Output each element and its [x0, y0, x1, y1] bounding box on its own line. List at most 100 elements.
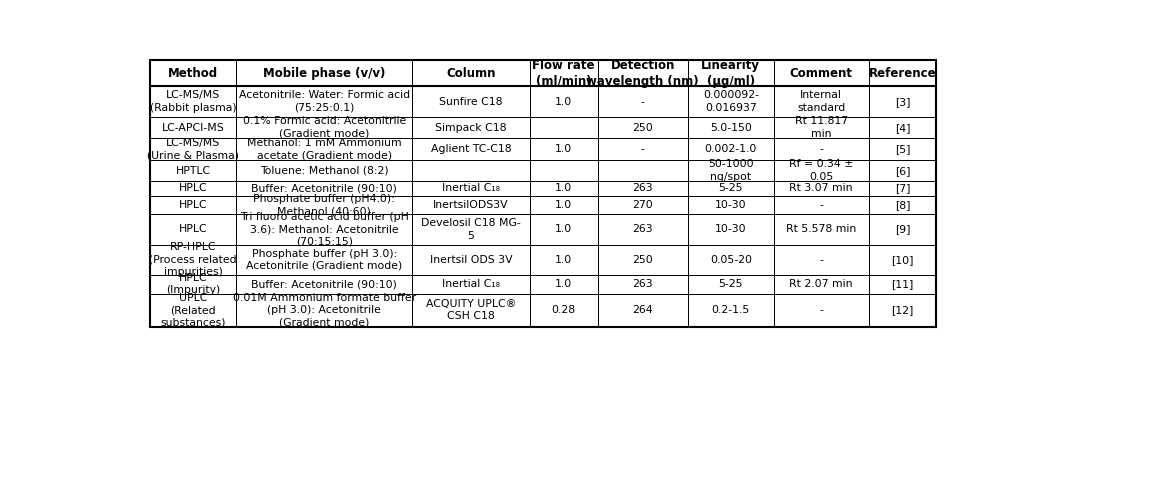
Bar: [688, 160, 774, 181]
Text: Reference: Reference: [869, 67, 936, 80]
Bar: [413, 196, 529, 214]
Text: 1.0: 1.0: [555, 255, 573, 265]
Text: Inertial C₁₈: Inertial C₁₈: [442, 279, 500, 289]
Bar: [774, 214, 869, 244]
Text: LC-APCI-MS: LC-APCI-MS: [162, 122, 225, 133]
Text: 1.0: 1.0: [555, 224, 573, 234]
Text: 0.000092-
0.016937: 0.000092- 0.016937: [703, 91, 759, 113]
Text: 263: 263: [632, 184, 653, 193]
Text: Sunfire C18: Sunfire C18: [440, 96, 503, 107]
Bar: [869, 181, 936, 196]
Text: Comment: Comment: [789, 67, 852, 80]
Text: 0.05-20: 0.05-20: [710, 255, 752, 265]
Bar: [150, 160, 236, 181]
Text: [11]: [11]: [891, 279, 914, 289]
Bar: [236, 294, 413, 327]
Bar: [413, 181, 529, 196]
Bar: [688, 244, 774, 275]
Bar: [774, 275, 869, 294]
Bar: [150, 275, 236, 294]
Bar: [598, 244, 688, 275]
Bar: [598, 275, 688, 294]
Text: HPLC: HPLC: [178, 184, 208, 193]
Bar: [150, 196, 236, 214]
Text: Mobile phase (v/v): Mobile phase (v/v): [264, 67, 386, 80]
Bar: [869, 275, 936, 294]
Bar: [869, 196, 936, 214]
Bar: [529, 138, 598, 160]
Text: [12]: [12]: [891, 305, 914, 315]
Text: [8]: [8]: [894, 200, 911, 210]
Text: Flow rate
(ml/min): Flow rate (ml/min): [533, 58, 595, 88]
Bar: [869, 138, 936, 160]
Text: -: -: [820, 200, 823, 210]
Text: [3]: [3]: [894, 96, 911, 107]
Bar: [236, 117, 413, 138]
Text: Buffer: Acetonitrile (90:10): Buffer: Acetonitrile (90:10): [252, 279, 398, 289]
Bar: [150, 214, 236, 244]
Bar: [150, 244, 236, 275]
Bar: [598, 86, 688, 117]
Bar: [774, 181, 869, 196]
Bar: [598, 160, 688, 181]
Text: LC-MS/MS
(Rabbit plasma): LC-MS/MS (Rabbit plasma): [150, 91, 237, 113]
Bar: [869, 244, 936, 275]
Text: [9]: [9]: [894, 224, 911, 234]
Bar: [598, 117, 688, 138]
Bar: [413, 138, 529, 160]
Bar: [688, 294, 774, 327]
Bar: [774, 138, 869, 160]
Text: Inertsil ODS 3V: Inertsil ODS 3V: [430, 255, 512, 265]
Text: Buffer: Acetonitrile (90:10): Buffer: Acetonitrile (90:10): [252, 184, 398, 193]
Bar: [529, 181, 598, 196]
Text: 50-1000
ng/spot: 50-1000 ng/spot: [708, 160, 753, 182]
Bar: [236, 181, 413, 196]
Bar: [150, 60, 936, 327]
Text: Rt 5.578 min: Rt 5.578 min: [786, 224, 856, 234]
Text: RP-HPLC
(Process related
impurities): RP-HPLC (Process related impurities): [149, 242, 237, 277]
Bar: [413, 160, 529, 181]
Text: [5]: [5]: [894, 144, 911, 154]
Bar: [236, 244, 413, 275]
Bar: [236, 214, 413, 244]
Bar: [529, 294, 598, 327]
Text: 10-30: 10-30: [715, 200, 746, 210]
Text: Linearity
(µg/ml): Linearity (µg/ml): [702, 58, 760, 88]
Bar: [598, 196, 688, 214]
Text: Column: Column: [447, 67, 496, 80]
Text: 5-25: 5-25: [718, 279, 743, 289]
Text: 263: 263: [632, 279, 653, 289]
Bar: [774, 244, 869, 275]
Bar: [150, 60, 236, 86]
Bar: [688, 60, 774, 86]
Bar: [598, 138, 688, 160]
Bar: [688, 138, 774, 160]
Text: 270: 270: [632, 200, 653, 210]
Bar: [688, 86, 774, 117]
Bar: [529, 60, 598, 86]
Text: 0.01M Ammonium formate buffer
(pH 3.0): Acetonitrile
(Gradient mode): 0.01M Ammonium formate buffer (pH 3.0): …: [233, 293, 416, 328]
Bar: [869, 86, 936, 117]
Text: Detection
wavelength (nm): Detection wavelength (nm): [586, 58, 700, 88]
Text: 5-25: 5-25: [718, 184, 743, 193]
Bar: [688, 214, 774, 244]
Text: -: -: [820, 255, 823, 265]
Text: Develosil C18 MG-
5: Develosil C18 MG- 5: [421, 218, 521, 241]
Bar: [869, 160, 936, 181]
Text: LC-MS/MS
(Urine & Plasma): LC-MS/MS (Urine & Plasma): [147, 138, 239, 161]
Text: InertsilODS3V: InertsilODS3V: [434, 200, 508, 210]
Text: UPLC
(Related
substances): UPLC (Related substances): [161, 293, 226, 328]
Text: Aglient TC-C18: Aglient TC-C18: [430, 144, 512, 154]
Bar: [869, 294, 936, 327]
Bar: [598, 60, 688, 86]
Bar: [774, 86, 869, 117]
Text: Method: Method: [168, 67, 218, 80]
Bar: [598, 294, 688, 327]
Bar: [150, 138, 236, 160]
Text: Rt 3.07 min: Rt 3.07 min: [789, 184, 854, 193]
Bar: [688, 181, 774, 196]
Bar: [236, 86, 413, 117]
Text: Acetonitrile: Water: Formic acid
(75:25:0.1): Acetonitrile: Water: Formic acid (75:25:…: [239, 91, 409, 113]
Text: Phosphate buffer (pH4.0):
Methanol (40:60): Phosphate buffer (pH4.0): Methanol (40:6…: [253, 194, 395, 216]
Bar: [413, 86, 529, 117]
